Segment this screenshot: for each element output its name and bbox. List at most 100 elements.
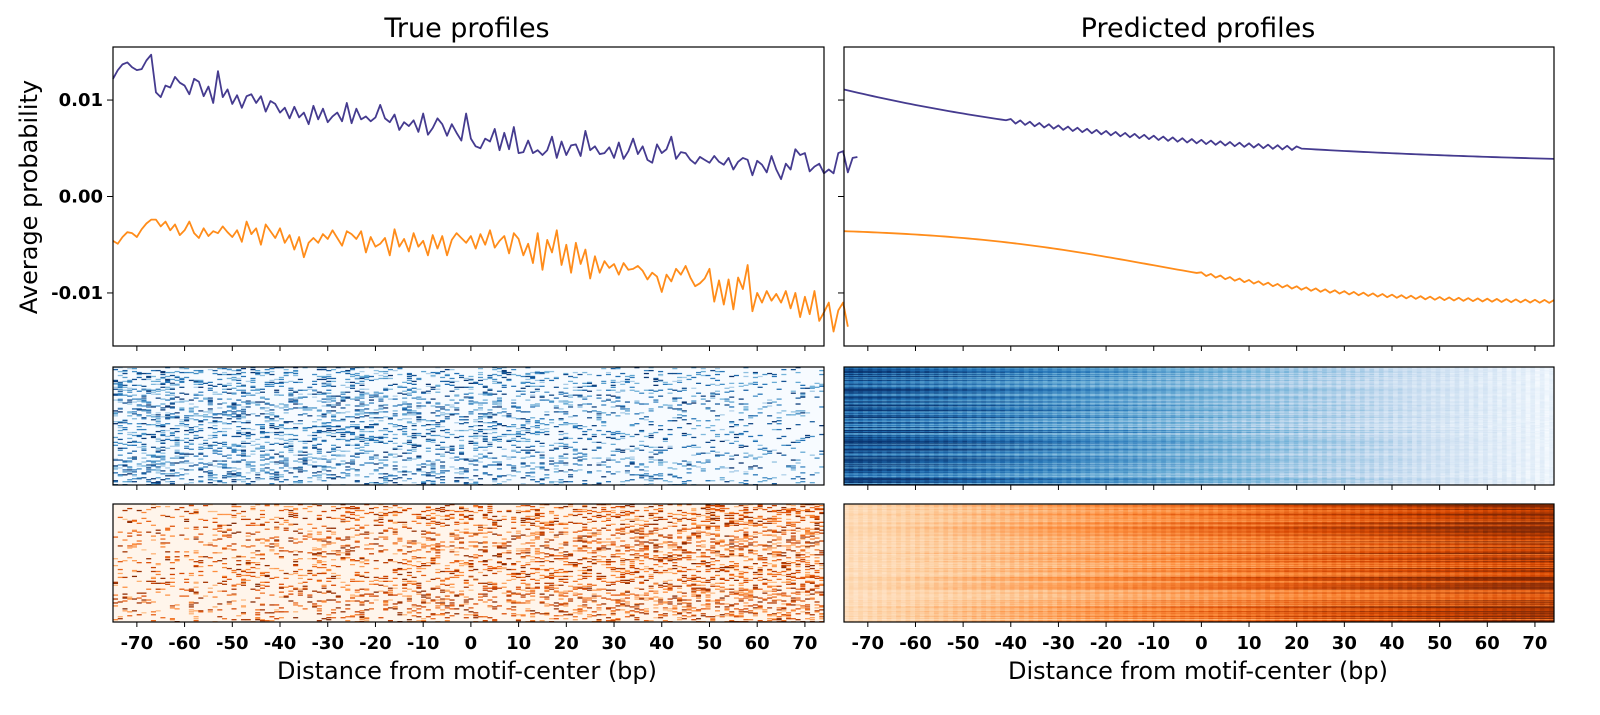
heatmap-cell: [596, 430, 601, 431]
heatmap-cell: [189, 479, 194, 480]
heatmap-cell: [701, 375, 706, 376]
heatmap-cell: [450, 404, 455, 405]
heatmap-cell: [402, 397, 407, 398]
heatmap-cell: [151, 390, 156, 391]
heatmap-cell: [516, 407, 521, 408]
heatmap-cell: [502, 456, 507, 457]
heatmap-cell: [213, 432, 218, 433]
heatmap-cell: [364, 443, 369, 444]
heatmap-cell: [132, 385, 137, 386]
heatmap-cell: [573, 387, 578, 388]
heatmap-cell: [525, 376, 530, 377]
heatmap-cell: [326, 470, 331, 471]
heatmap-cell: [269, 386, 274, 387]
heatmap-cell: [706, 480, 711, 481]
heatmap-cell: [194, 373, 199, 374]
heatmap-cell: [317, 394, 322, 395]
heatmap-cell: [715, 394, 720, 395]
heatmap-cell: [530, 462, 535, 463]
heatmap-cell: [587, 386, 592, 387]
heatmap-cell: [497, 371, 502, 372]
heatmap-cell: [487, 414, 492, 415]
heatmap-cell: [715, 368, 720, 369]
heatmap-cell: [620, 408, 625, 409]
heatmap-cell: [165, 481, 170, 482]
heatmap-cell: [554, 471, 559, 472]
heatmap-cell: [559, 457, 564, 458]
heatmap-cell: [284, 459, 289, 460]
heatmap-cell: [170, 389, 175, 390]
heatmap-cell: [440, 449, 445, 450]
heatmap-cell: [706, 442, 711, 443]
heatmap-cell: [208, 473, 213, 474]
heatmap-cell: [260, 408, 265, 409]
heatmap-cell: [217, 443, 222, 444]
heatmap-cell: [232, 476, 237, 477]
heatmap-cell: [331, 410, 336, 411]
heatmap-cell: [421, 463, 426, 464]
heatmap-cell: [236, 410, 241, 411]
heatmap-cell: [668, 467, 673, 468]
heatmap-cell: [601, 412, 606, 413]
heatmap-cell: [160, 384, 165, 385]
heatmap-cell: [359, 411, 364, 412]
heatmap-cell: [743, 376, 748, 377]
heatmap-cell: [753, 384, 758, 385]
heatmap-cell: [464, 378, 469, 379]
heatmap-cell: [402, 409, 407, 410]
heatmap-cell: [459, 471, 464, 472]
heatmap-cell: [170, 417, 175, 418]
heatmap-cell: [322, 369, 327, 370]
heatmap-cell: [232, 467, 237, 468]
heatmap-cell: [710, 384, 715, 385]
heatmap-cell: [170, 433, 175, 434]
heatmap-cell: [208, 408, 213, 409]
heatmap-cell: [729, 387, 734, 388]
heatmap-cell: [317, 432, 322, 433]
heatmap-cell: [383, 430, 388, 431]
heatmap-cell: [530, 386, 535, 387]
heatmap-cell: [175, 440, 180, 441]
heatmap-cell: [113, 459, 118, 460]
heatmap-cell: [132, 413, 137, 414]
heatmap-cell: [611, 438, 616, 439]
heatmap-cell: [525, 441, 530, 442]
heatmap-cell: [601, 368, 606, 369]
heatmap-cell: [445, 396, 450, 397]
heatmap-cell: [402, 459, 407, 460]
heatmap-cell: [189, 403, 194, 404]
heatmap-cell: [582, 483, 587, 484]
heatmap-cell: [644, 479, 649, 480]
heatmap-cell: [530, 372, 535, 373]
heatmap-cell: [682, 481, 687, 482]
heatmap-cell: [241, 459, 246, 460]
heatmap-cell: [298, 482, 303, 483]
heatmap-cell: [393, 415, 398, 416]
heatmap-cell: [331, 426, 336, 427]
heatmap-cell: [706, 400, 711, 401]
heatmap-cell: [710, 397, 715, 398]
heatmap-cell: [649, 476, 654, 477]
heatmap-cell: [160, 456, 165, 457]
heatmap-cell: [469, 458, 474, 459]
heatmap-cell: [369, 431, 374, 432]
heatmap-cell: [170, 385, 175, 386]
heatmap-cell: [743, 446, 748, 447]
heatmap-cell: [132, 481, 137, 482]
heatmap-cell: [189, 440, 194, 441]
heatmap-cell: [511, 374, 516, 375]
heatmap-cell: [663, 480, 668, 481]
heatmap-cell: [208, 427, 213, 428]
heatmap-cell: [269, 427, 274, 428]
heatmap-cell: [715, 452, 720, 453]
heatmap-cell: [682, 419, 687, 420]
heatmap-cell: [189, 408, 194, 409]
heatmap-cell: [540, 380, 545, 381]
heatmap-cell: [563, 388, 568, 389]
heatmap-cell: [672, 368, 677, 369]
heatmap-cell: [322, 416, 327, 417]
heatmap-cell: [649, 370, 654, 371]
heatmap-cell: [393, 370, 398, 371]
heatmap-cell: [265, 450, 270, 451]
heatmap-cell: [402, 403, 407, 404]
